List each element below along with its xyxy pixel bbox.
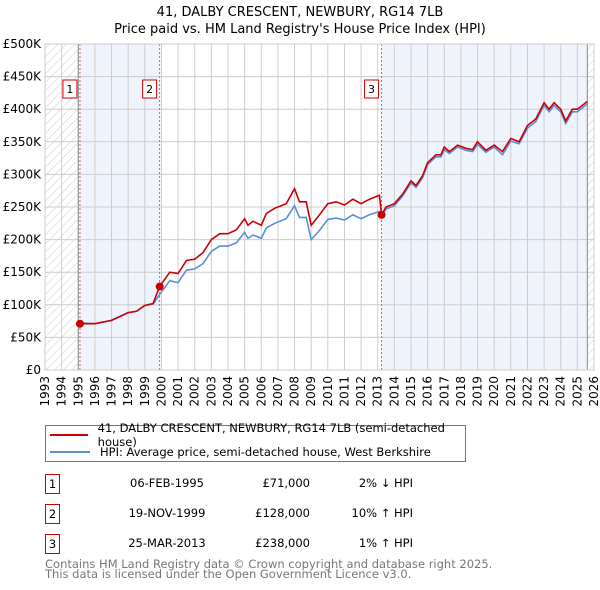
transaction-date: 25-MAR-2013 — [128, 536, 206, 550]
y-tick-label: £150K — [3, 265, 43, 279]
x-tick-label: 1994 — [55, 376, 69, 407]
transaction-number: 1 — [45, 474, 60, 494]
x-tick-label: 1993 — [38, 376, 52, 407]
sale-point — [155, 282, 164, 291]
footer-licence: This data is licensed under the Open Gov… — [45, 567, 412, 581]
price-chart: 41, DALBY CRESCENT, NEWBURY, RG14 7LB Pr… — [3, 5, 600, 407]
x-tick-label: 2014 — [387, 376, 401, 407]
x-tick-label: 2005 — [238, 376, 252, 407]
sale-point — [75, 319, 84, 328]
x-tick-label: 2013 — [371, 376, 385, 407]
transaction-row: 3 25-MAR-2013 £238,000 1% ↑ HPI — [45, 534, 465, 554]
y-tick-label: £350K — [3, 135, 43, 149]
legend-label-hpi: HPI: Average price, semi-detached house,… — [100, 445, 431, 459]
transaction-hpi: 1% ↑ HPI — [358, 536, 413, 550]
x-tick-label: 2012 — [354, 376, 368, 407]
x-tick-label: 2004 — [221, 376, 235, 407]
plot-border — [44, 43, 595, 371]
transaction-hpi: 10% ↑ HPI — [351, 506, 413, 520]
x-tick-label: 2010 — [321, 376, 335, 407]
x-tick-label: 2017 — [437, 376, 451, 407]
property-price-line — [79, 100, 588, 325]
legend-line-blue — [50, 451, 90, 453]
sale-label-box — [142, 79, 158, 99]
chart-title: 41, DALBY CRESCENT, NEWBURY, RG14 7LB — [157, 5, 444, 20]
x-tick-label: 2011 — [337, 376, 351, 407]
y-tick-label: £100K — [3, 298, 43, 312]
x-tick-label: 2006 — [254, 376, 268, 407]
x-tick-label: 2023 — [537, 376, 551, 407]
chart-subtitle: Price paid vs. HM Land Registry's House … — [114, 22, 486, 37]
legend-item-property: 41, DALBY CRESCENT, NEWBURY, RG14 7LB (s… — [50, 421, 465, 449]
transaction-price: £128,000 — [255, 506, 310, 520]
transaction-date: 06-FEB-1995 — [130, 476, 204, 490]
sale-label: 3 — [368, 83, 375, 96]
y-tick-label: £300K — [3, 167, 43, 181]
y-tick-label: £250K — [3, 200, 43, 214]
x-tick-label: 2022 — [520, 376, 534, 407]
x-tick-label: 1999 — [138, 376, 152, 407]
transaction-date: 19-NOV-1999 — [128, 506, 206, 520]
transaction-number: 3 — [45, 534, 60, 554]
transaction-price: £71,000 — [262, 476, 310, 490]
x-tick-label: 2020 — [487, 376, 501, 407]
hpi-line — [79, 103, 588, 325]
x-tick-label: 2016 — [421, 376, 435, 407]
y-tick-label: £50K — [10, 330, 42, 344]
legend: 41, DALBY CRESCENT, NEWBURY, RG14 7LB (s… — [45, 421, 466, 462]
x-tick-label: 2021 — [504, 376, 518, 407]
sale-label: 1 — [66, 83, 73, 96]
x-tick-label: 1998 — [121, 376, 135, 407]
legend-line-red — [50, 434, 88, 436]
legend-label-property: 41, DALBY CRESCENT, NEWBURY, RG14 7LB (s… — [97, 421, 445, 449]
x-tick-label: 2024 — [554, 376, 568, 407]
y-tick-label: £450K — [3, 70, 43, 84]
transaction-row: 1 06-FEB-1995 £71,000 2% ↓ HPI — [45, 474, 465, 494]
y-tick-label: £500K — [3, 37, 43, 51]
x-tick-label: 2001 — [171, 376, 185, 407]
x-tick-label: 2008 — [288, 376, 302, 407]
y-tick-label: £0 — [26, 363, 41, 377]
x-tick-label: 1996 — [88, 376, 102, 407]
transaction-row: 2 19-NOV-1999 £128,000 10% ↑ HPI — [45, 504, 465, 524]
sale-label-box — [62, 79, 78, 99]
x-tick-label: 2003 — [204, 376, 218, 407]
x-tick-label: 2002 — [188, 376, 202, 407]
x-tick-label: 2025 — [570, 376, 584, 407]
transaction-hpi: 2% ↓ HPI — [358, 476, 413, 490]
transaction-number: 2 — [45, 504, 60, 524]
footer: Contains HM Land Registry data © Crown c… — [45, 557, 493, 581]
x-tick-label: 2000 — [154, 376, 168, 407]
footer-copyright: Contains HM Land Registry data © Crown c… — [45, 557, 493, 571]
y-tick-label: £200K — [3, 233, 43, 247]
x-tick-label: 2009 — [304, 376, 318, 407]
x-tick-label: 2018 — [454, 376, 468, 407]
y-tick-label: £400K — [3, 102, 43, 116]
legend-item-hpi: HPI: Average price, semi-detached house,… — [50, 444, 431, 460]
x-tick-label: 1995 — [71, 376, 85, 407]
sale-label: 2 — [146, 83, 153, 96]
x-tick-label: 2015 — [404, 376, 418, 407]
x-tick-label: 2019 — [471, 376, 485, 407]
sale-label-box — [364, 79, 380, 99]
x-tick-label: 2026 — [587, 376, 600, 407]
x-tick-label: 1997 — [105, 376, 119, 407]
x-tick-label: 2007 — [271, 376, 285, 407]
sale-point — [377, 210, 386, 219]
transaction-price: £238,000 — [255, 536, 310, 550]
